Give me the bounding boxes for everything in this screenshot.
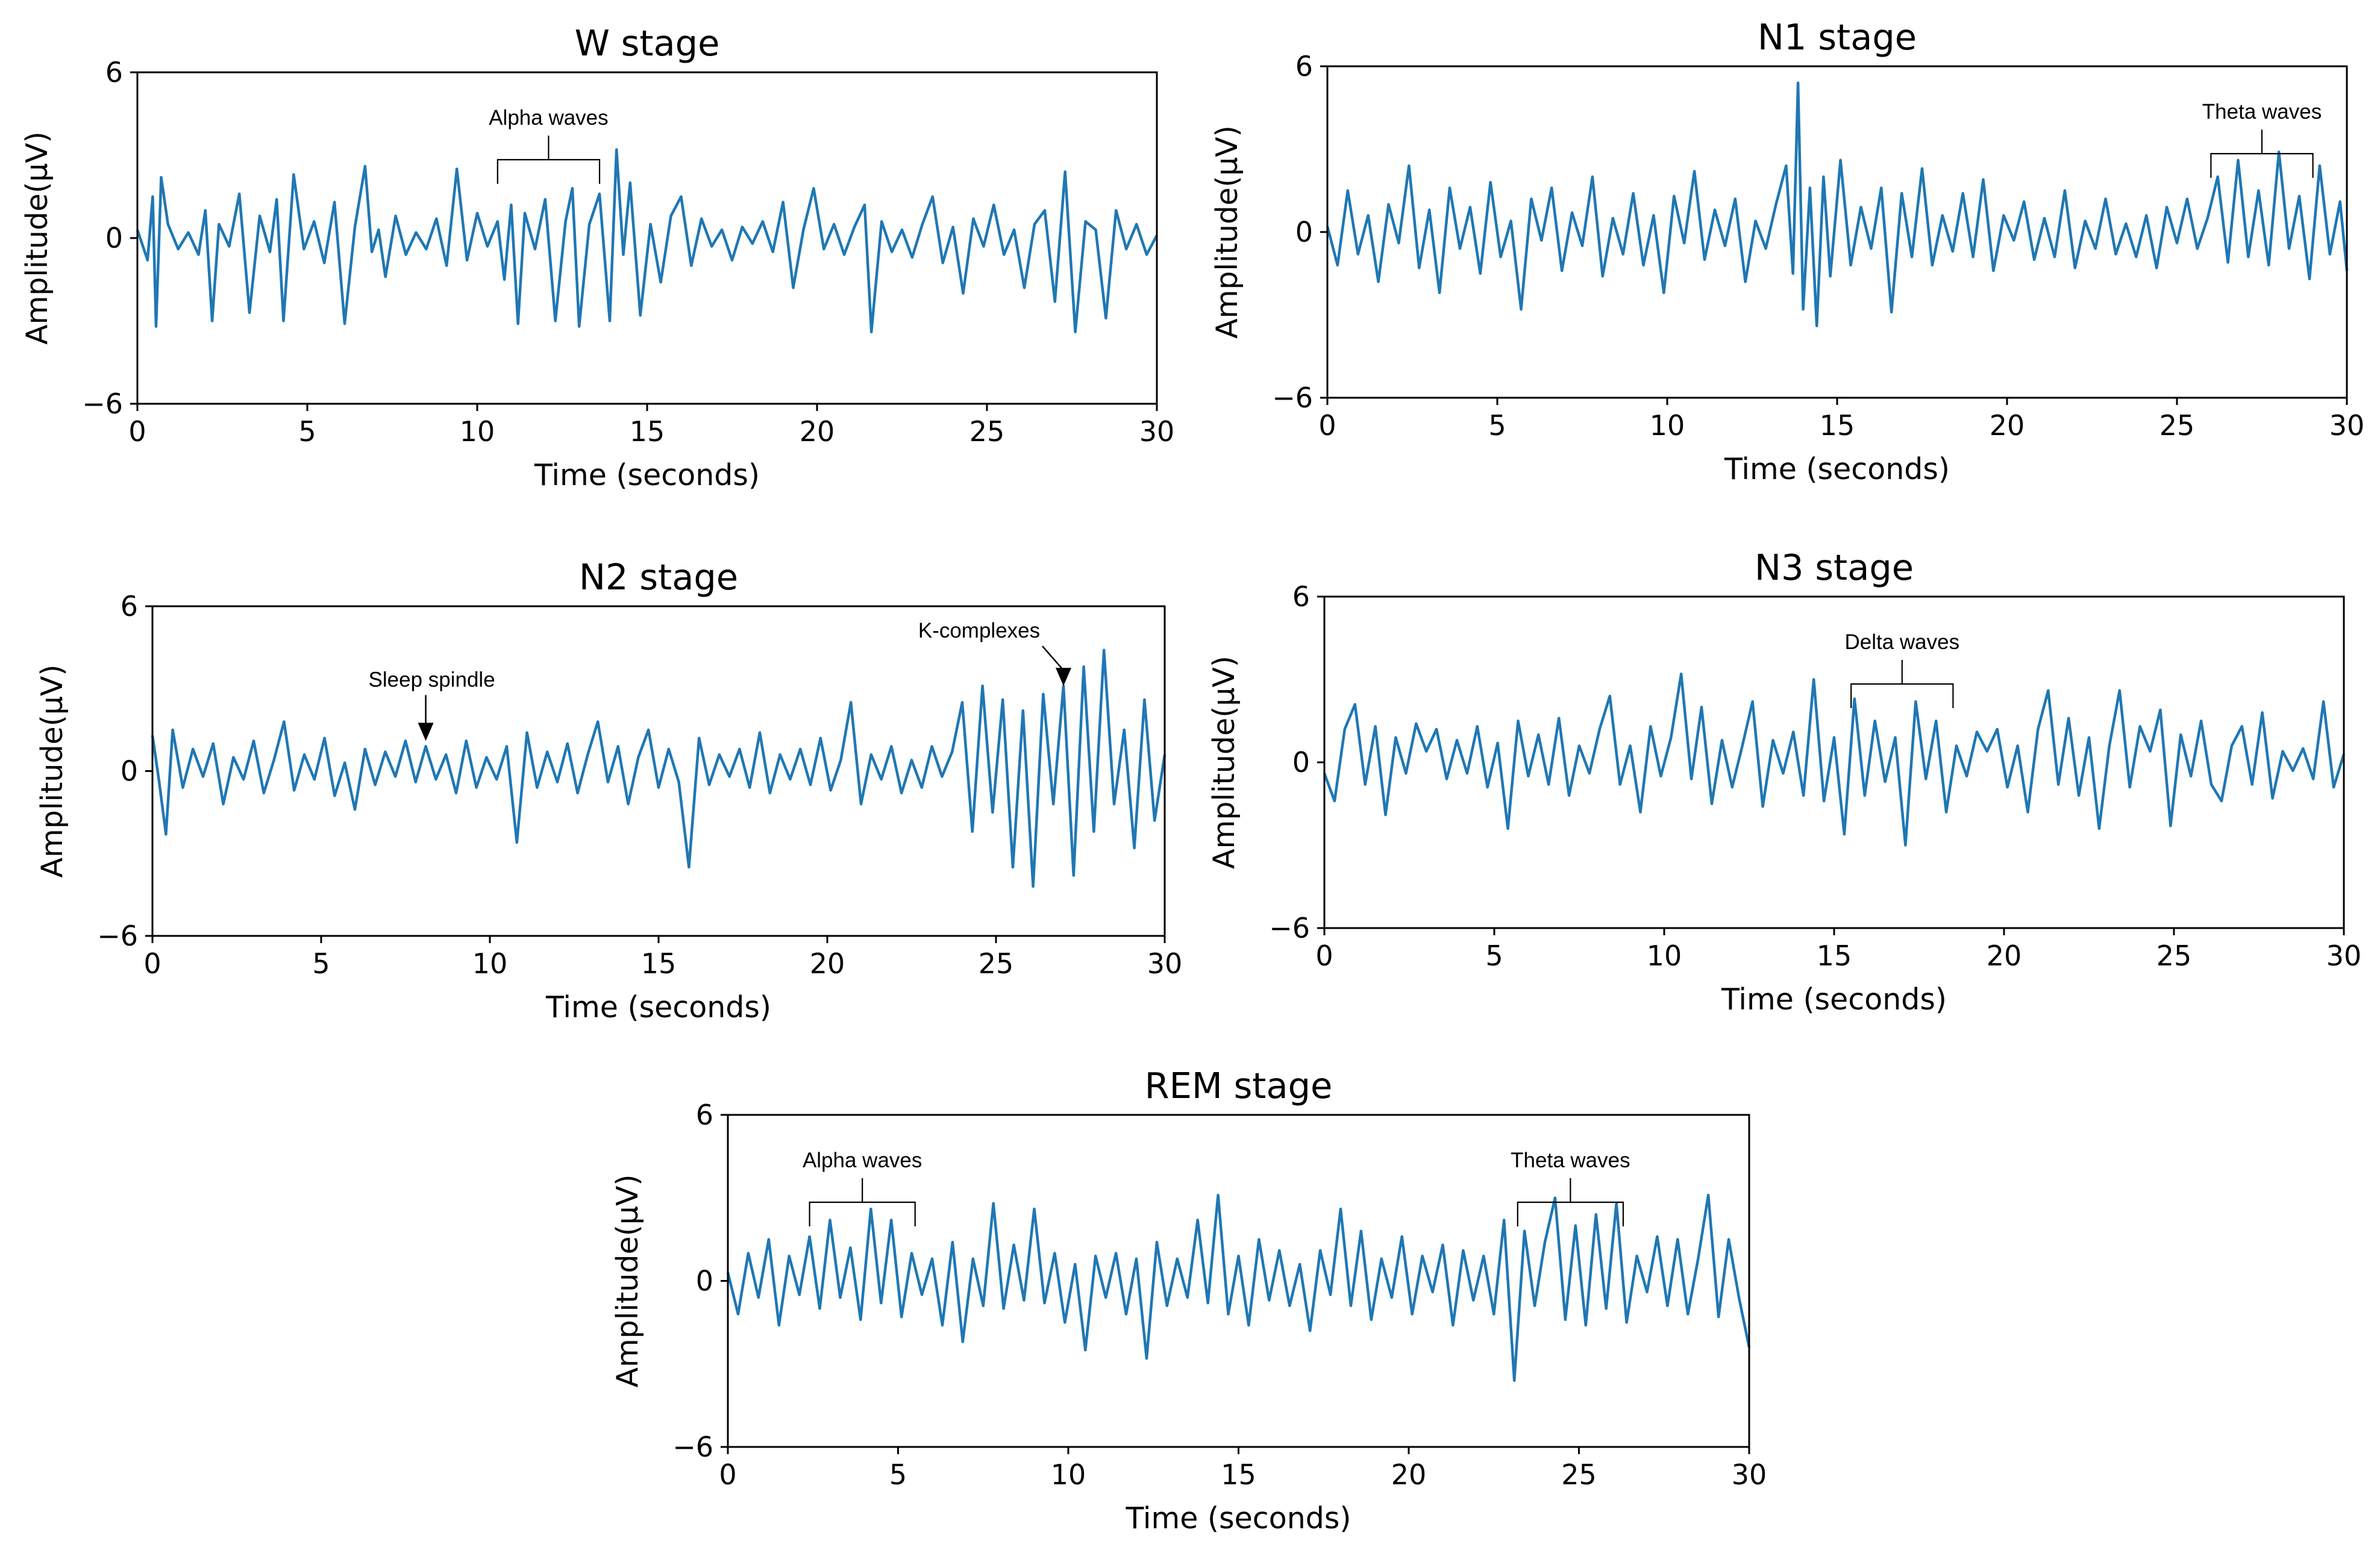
chart-4-x-tick-label: 10 [1051,1458,1086,1491]
chart-2-x-tick-label: 5 [312,947,330,980]
chart-2-y-tick-label: 6 [121,590,138,623]
chart-2-x-tick-label: 10 [472,947,508,980]
chart-1-x-tick-label: 25 [2159,409,2195,442]
chart-3-x-tick-label: 20 [1987,940,2022,972]
chart-3-title: N3 stage [1755,547,1914,588]
chart-2-eeg-trace [151,648,1167,888]
chart-1-annotation-0-label: Theta waves [2202,100,2322,124]
chart-1-x-tick-label: 10 [1650,409,1685,442]
chart-0-y-tick-label: 0 [105,222,123,254]
chart-0-annotation-0-label: Alpha waves [489,106,608,130]
chart-3-x-tick-label: 25 [2156,940,2192,972]
chart-2-y-axis-label: Amplitude(μV) [35,664,69,877]
chart-2-annotation-1-label: K-complexes [918,619,1040,642]
chart-4-y-tick-label: 0 [696,1265,713,1297]
chart-1-title: N1 stage [1758,16,1917,58]
chart-3-annotation-0-bracket [1850,660,1954,708]
chart-0-x-tick-label: 30 [1139,415,1175,448]
chart-1-y-tick-label: 0 [1295,216,1313,248]
chart-3-y-axis-label: Amplitude(μV) [1207,656,1241,869]
chart-2-x-tick-label: 15 [641,947,677,980]
chart-2-annotation-1-arrow-line [1042,645,1064,671]
chart-4-x-axis-label: Time (seconds) [1125,1501,1351,1536]
chart-4-x-tick-label: 5 [889,1458,907,1491]
chart-2-x-tick-label: 0 [143,947,161,980]
chart-2-x-tick-label: 30 [1147,947,1183,980]
chart-3-y-tick-label: −6 [1269,912,1310,944]
chart-4-y-axis-label: Amplitude(μV) [610,1174,645,1387]
chart-0-title: W stage [575,22,720,64]
chart-2-x-tick-label: 25 [979,947,1014,980]
chart-4-annotation-1-bracket [1517,1178,1624,1226]
chart-1-x-tick-label: 20 [1990,409,2025,442]
chart-1-y-axis-label: Amplitude(μV) [1210,125,1244,339]
chart-4-annotation-1-label: Theta waves [1511,1149,1630,1172]
chart-0-x-tick-label: 20 [800,415,835,448]
chart-1-annotation-0-bracket [2210,130,2314,178]
chart-0-x-tick-label: 5 [298,415,316,448]
chart-3-annotation-0-label: Delta waves [1844,630,1959,654]
chart-0-x-axis-label: Time (seconds) [534,458,760,492]
chart-0-y-tick-label: −6 [82,387,123,420]
chart-1-x-tick-label: 0 [1318,409,1336,442]
chart-3-x-tick-label: 0 [1315,940,1333,972]
chart-0-x-tick-label: 0 [128,415,146,448]
chart-4-annotation-0-bracket [809,1178,916,1226]
chart-4-title: REM stage [1145,1065,1333,1106]
chart-3-eeg-trace [1323,673,2346,847]
chart-2-y-tick-label: 0 [121,755,138,788]
chart-1-x-tick-label: 30 [2329,409,2365,442]
chart-2-annotation-1-arrow-head [1056,668,1071,686]
chart-3-x-tick-label: 30 [2326,940,2362,972]
chart-2-title: N2 stage [579,556,738,598]
chart-1-x-tick-label: 15 [1820,409,1855,442]
chart-0-x-tick-label: 25 [969,415,1005,448]
chart-0-annotation-0-bracket [496,136,601,184]
chart-1-y-tick-label: −6 [1272,381,1313,414]
chart-2-y-tick-label: −6 [97,920,138,952]
chart-1-x-axis-label: Time (seconds) [1724,452,1950,486]
chart-4-eeg-trace [726,1193,1751,1382]
chart-3-x-tick-label: 5 [1485,940,1503,972]
chart-1-y-tick-label: 6 [1295,50,1313,83]
chart-1-eeg-trace [1326,81,2349,328]
chart-2-annotation-0-label: Sleep spindle [369,668,495,691]
chart-4-x-tick-label: 20 [1391,1458,1427,1491]
chart-4-x-tick-label: 15 [1221,1458,1256,1491]
chart-4-y-tick-label: 6 [696,1099,713,1131]
chart-0-y-axis-label: Amplitude(μV) [20,131,54,345]
chart-3-y-tick-label: 0 [1292,746,1310,779]
chart-1-x-tick-label: 5 [1488,409,1506,442]
chart-4-x-tick-label: 0 [719,1458,736,1491]
chart-3-x-tick-label: 10 [1647,940,1682,972]
chart-0-eeg-trace [136,148,1158,334]
chart-0-y-tick-label: 6 [105,56,123,89]
chart-0-x-tick-label: 15 [630,415,665,448]
chart-2-x-axis-label: Time (seconds) [545,990,771,1024]
chart-0-x-tick-label: 10 [460,415,495,448]
chart-3-x-tick-label: 15 [1817,940,1852,972]
chart-2-annotation-0-arrow-head [418,723,434,741]
chart-4-y-tick-label: −6 [672,1431,713,1463]
chart-4-annotation-0-label: Alpha waves [803,1149,922,1172]
chart-3-y-tick-label: 6 [1292,580,1310,613]
chart-2-x-tick-label: 20 [810,947,845,980]
chart-3-x-axis-label: Time (seconds) [1721,982,1947,1017]
chart-4-x-tick-label: 25 [1561,1458,1597,1491]
chart-4-x-tick-label: 30 [1732,1458,1767,1491]
